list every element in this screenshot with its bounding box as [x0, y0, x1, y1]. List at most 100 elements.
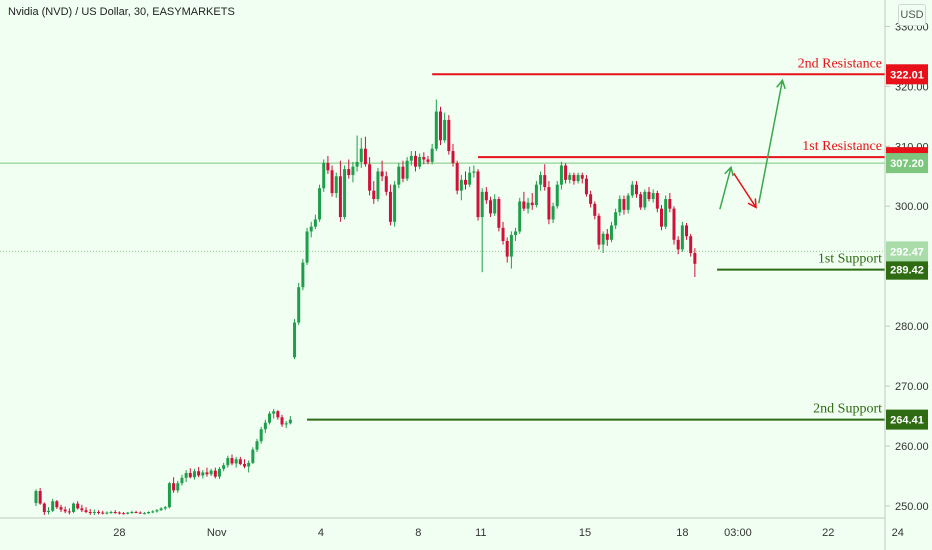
- candle-body: [614, 212, 618, 226]
- candle-body: [172, 483, 176, 491]
- candle-body: [109, 512, 113, 514]
- x-tick-label: 8: [415, 527, 421, 539]
- candle-body: [413, 155, 417, 167]
- candle-body: [493, 199, 497, 214]
- arrow-head: [747, 198, 757, 209]
- candle-body: [293, 322, 297, 358]
- candle-body: [268, 413, 272, 423]
- candle-body: [438, 111, 442, 141]
- candle-body: [167, 483, 171, 508]
- candle-body: [84, 510, 88, 513]
- candle-body: [660, 208, 663, 227]
- price-badge: [886, 241, 928, 262]
- candle-body: [530, 202, 534, 206]
- candle-body: [113, 512, 117, 514]
- x-tick-label: 15: [579, 527, 591, 539]
- candle-body: [243, 464, 246, 467]
- currency-button[interactable]: USD: [898, 4, 926, 26]
- candle-body: [351, 166, 355, 176]
- level-badge-text: 264.41: [890, 415, 924, 427]
- candle-body: [51, 501, 55, 511]
- level-label-support: 2nd Support: [813, 402, 882, 417]
- candle-body: [55, 501, 59, 508]
- candle-body: [618, 199, 622, 213]
- level-label-resistance: 2nd Resistance: [798, 56, 882, 71]
- candle-body: [605, 233, 609, 240]
- candle-body: [343, 169, 347, 218]
- candle-body: [226, 458, 230, 466]
- candle-body: [288, 419, 292, 424]
- y-tick-label: 300.00: [895, 201, 929, 213]
- candle-body: [297, 287, 301, 323]
- candle-body: [664, 199, 668, 227]
- candle-body: [609, 225, 613, 240]
- candle-body: [572, 175, 576, 182]
- candle-body: [59, 507, 63, 510]
- candle-body: [384, 176, 388, 192]
- y-tick-label: 320.00: [895, 81, 929, 93]
- price-badge-text: 307.20: [890, 158, 924, 170]
- candle-body: [668, 199, 672, 209]
- candle-body: [564, 165, 568, 180]
- candle-body: [184, 473, 188, 478]
- candle-body: [134, 512, 138, 514]
- candle-body: [276, 411, 280, 418]
- candle-body: [501, 227, 505, 242]
- candle-body: [117, 512, 121, 514]
- arrow-line: [733, 172, 757, 208]
- candle-body: [393, 184, 397, 222]
- candle-body: [122, 513, 126, 515]
- candle-body: [138, 512, 142, 514]
- candle-body: [255, 441, 259, 450]
- candle-body: [576, 175, 580, 182]
- candle-body: [539, 175, 543, 185]
- candle-body: [422, 157, 426, 160]
- candle-body: [347, 169, 351, 176]
- level-badge-text: 289.42: [890, 265, 924, 277]
- candle-body: [42, 503, 46, 513]
- x-tick-label: 18: [676, 527, 688, 539]
- candle-body: [272, 411, 276, 414]
- candle-body: [34, 491, 38, 504]
- candle-body: [655, 193, 659, 209]
- candle-body: [326, 163, 330, 171]
- candle-body: [205, 472, 209, 475]
- candle-body: [72, 503, 76, 513]
- candle-body: [97, 512, 101, 514]
- candle-body: [693, 253, 697, 264]
- candle-body: [593, 203, 597, 216]
- candle-body: [447, 119, 451, 152]
- candle-body: [63, 509, 67, 512]
- candle-body: [197, 471, 201, 476]
- level-label-resistance: 1st Resistance: [802, 139, 882, 154]
- y-tick-label: 280.00: [895, 321, 929, 333]
- candle-body: [476, 171, 480, 218]
- candle-body: [80, 508, 84, 511]
- x-tick-label: 28: [113, 527, 125, 539]
- candle-body: [376, 171, 380, 200]
- candle-body: [418, 157, 422, 167]
- level-badge-text: 322.01: [890, 69, 924, 81]
- candle-body: [163, 507, 167, 509]
- candle-body: [280, 417, 284, 425]
- level-badge-resistance: [886, 64, 928, 85]
- candle-body: [338, 176, 342, 218]
- candle-body: [568, 175, 572, 180]
- candle-body: [259, 429, 263, 442]
- candle-body: [443, 119, 447, 141]
- candle-body: [155, 510, 159, 512]
- candle-body: [247, 462, 251, 467]
- candle-body: [234, 459, 238, 464]
- candle-body: [380, 171, 384, 177]
- y-tick-label: 260.00: [895, 441, 929, 453]
- candle-body: [547, 187, 551, 220]
- candle-body: [159, 508, 163, 511]
- candle-body: [230, 458, 234, 464]
- candle-body: [647, 191, 651, 200]
- candle-body: [38, 491, 42, 504]
- candle-body: [672, 208, 676, 240]
- candle-body: [459, 179, 463, 191]
- candle-body: [685, 225, 689, 237]
